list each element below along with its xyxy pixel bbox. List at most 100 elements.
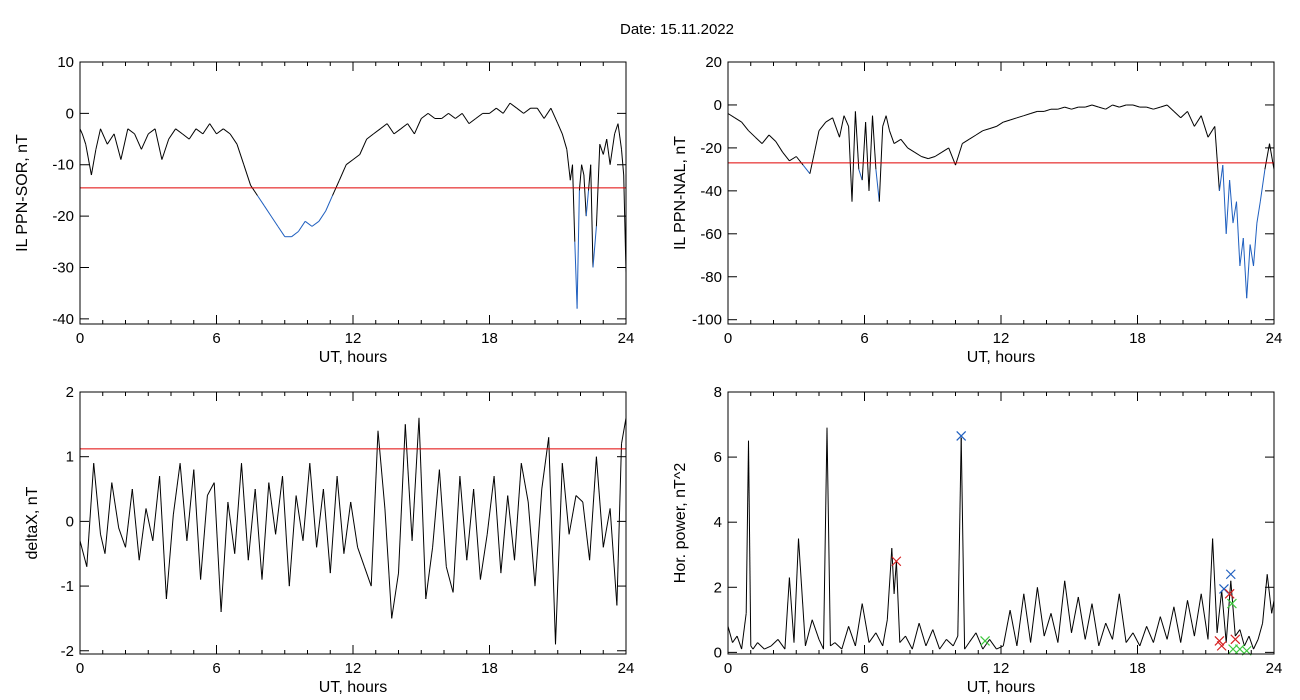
deltax-series-segment [193, 469, 202, 580]
nal-series-segment [1132, 104, 1140, 108]
power-series-segment [830, 642, 836, 647]
sor-series-segment [161, 138, 170, 160]
sor-series-segment [202, 123, 211, 135]
deltax-series-segment [418, 417, 427, 600]
power-series-segment [925, 629, 934, 647]
power-series-segment [1266, 574, 1273, 614]
sor-series-segment [325, 195, 333, 212]
deltax-y-tick-label: 2 [66, 384, 74, 401]
deltax-series-segment [527, 501, 536, 587]
deltax-series-segment [534, 488, 543, 587]
deltax-series-segment [582, 501, 591, 561]
sor-series-segment [614, 123, 619, 135]
deltax-series-segment [459, 476, 468, 561]
deltax-series-segment [398, 424, 406, 574]
sor-x-tick-label: 0 [76, 330, 84, 347]
deltax-series-segment [165, 514, 174, 600]
power-marker-red [1230, 634, 1241, 645]
power-series-segment [748, 440, 752, 646]
power-series-segment [1105, 622, 1113, 640]
sor-series-segment [277, 226, 286, 237]
power-series-segment [1132, 632, 1141, 647]
sor-series-segment [441, 113, 449, 119]
power-series-segment [834, 642, 843, 650]
nal-series-segment [1246, 244, 1251, 299]
power-x-tick-label: 24 [1266, 660, 1283, 677]
nal-series-segment [941, 147, 949, 153]
power-series-segment [1091, 603, 1100, 646]
sor-series-segment [590, 164, 594, 268]
nal-series-segment [1098, 106, 1106, 110]
deltax-series-segment [425, 547, 434, 600]
marker-stroke [1214, 636, 1225, 646]
power-series-segment [1077, 596, 1086, 640]
sor-y-axis-label: IL PPN-SOR, nT [14, 134, 31, 252]
power-series-segment [764, 645, 772, 650]
nal-series-segment [872, 115, 877, 170]
sor-series-segment [386, 123, 395, 135]
power-plot-area [727, 427, 1275, 656]
sor-series-segment [495, 107, 504, 114]
panel-nal: UT, hours IL PPN-NAL, nT 0 6 12 18 24 20 0 -20 -… [672, 54, 1282, 366]
power-series-segment [804, 619, 813, 647]
marker-stroke [980, 636, 990, 646]
nal-series-segment [832, 117, 840, 138]
nal-x-tick-label: 18 [1129, 330, 1146, 347]
deltax-series-segment [438, 469, 447, 567]
marker-stroke [1219, 583, 1229, 594]
nal-series-segment [1236, 201, 1241, 267]
power-series-segment [1180, 600, 1188, 643]
nal-series-segment [1153, 106, 1161, 110]
nal-series-segment [1207, 126, 1216, 138]
nal-series-segment [914, 151, 922, 157]
power-series-segment [1002, 610, 1011, 646]
deltax-series-segment [138, 508, 147, 561]
power-x-tick-label: 12 [993, 660, 1010, 677]
power-series-segment [975, 632, 984, 650]
nal-series-segment [1239, 238, 1244, 267]
power-series-segment [861, 603, 870, 643]
power-series-segment [752, 642, 759, 650]
sor-series-segment [134, 133, 142, 150]
nal-series-segment [1023, 113, 1031, 117]
power-series-segment [1173, 606, 1182, 643]
nal-series-segment [934, 151, 943, 157]
deltax-series-segment [93, 463, 101, 535]
nal-series-segment [775, 141, 784, 153]
power-x-tick-label: 18 [1129, 660, 1146, 677]
deltax-series-segment [268, 482, 277, 535]
deltax-series-segment [104, 482, 113, 554]
deltax-series-segment [561, 463, 570, 535]
power-marker-red [1214, 636, 1225, 646]
power-series-segment [1050, 613, 1059, 643]
sor-series-segment [602, 138, 608, 155]
sor-series-segment [250, 185, 258, 196]
nal-series-segment [748, 130, 756, 138]
sor-y-tick-label: -10 [52, 157, 74, 174]
marker-stroke [1216, 640, 1227, 651]
nal-series-segment [1119, 104, 1127, 108]
deltax-series-segment [541, 437, 550, 490]
sor-series-segment [243, 164, 252, 186]
sor-series-segment [543, 107, 552, 119]
power-series-segment [1225, 580, 1232, 643]
deltax-y-tick-label: 1 [66, 449, 74, 466]
nal-series-segment [982, 128, 990, 132]
power-x-tick-label: 6 [860, 660, 868, 677]
nal-series-segment [1091, 104, 1099, 108]
deltax-series-segment [350, 501, 359, 548]
nal-series-segment [975, 130, 984, 136]
figure-title: Date: 15.11.2022 [620, 21, 734, 38]
sor-x-tick-label: 24 [618, 330, 635, 347]
sor-series-segment [223, 128, 231, 135]
power-series-segment [1084, 603, 1093, 640]
deltax-series-segment [473, 488, 481, 580]
sor-y-tick-label: -30 [52, 259, 74, 276]
nal-series-segment [921, 156, 929, 160]
deltax-series-segment [152, 476, 161, 541]
sor-series-segment [81, 133, 87, 145]
deltax-y-tick-label: 0 [66, 513, 74, 530]
power-series-segment [996, 645, 1004, 650]
nal-series-segment [1071, 106, 1079, 110]
deltax-series-segment [111, 482, 120, 528]
